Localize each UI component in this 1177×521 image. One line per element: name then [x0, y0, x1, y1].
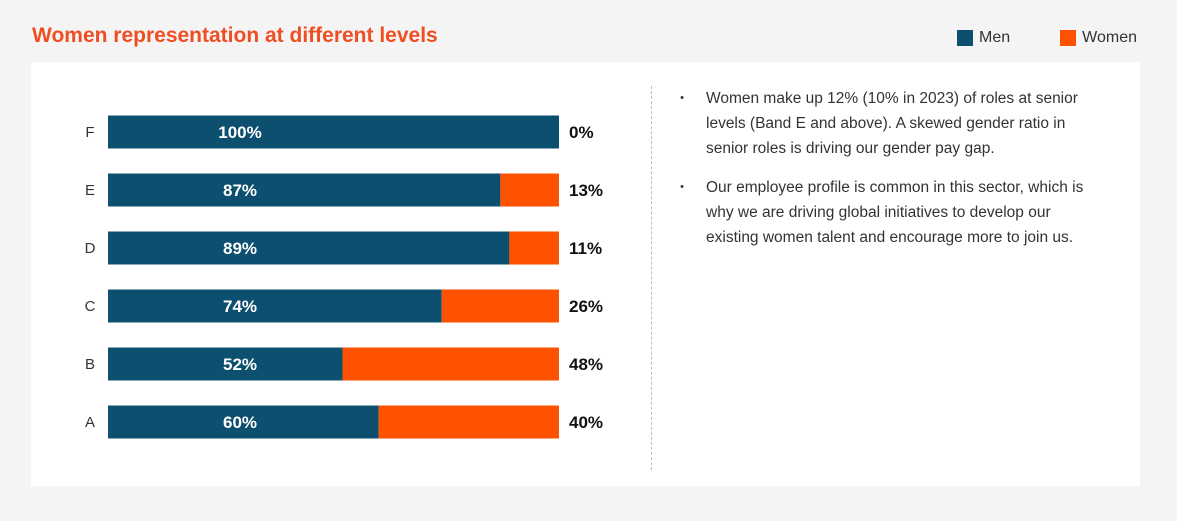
data-label-women: 40%: [569, 413, 603, 432]
category-label: C: [85, 298, 96, 315]
vertical-divider: [651, 86, 652, 470]
category-label: E: [85, 182, 95, 199]
data-label-women: 0%: [569, 123, 594, 142]
bar-women: [342, 347, 559, 381]
bar-men: [108, 231, 510, 265]
data-label-women: 48%: [569, 355, 603, 374]
legend-label-men: Men: [979, 29, 1011, 46]
bar-men: [108, 405, 379, 439]
bar-women: [441, 289, 559, 323]
legend-item-men: Men: [957, 29, 1010, 47]
data-label-women: 26%: [569, 297, 603, 316]
note-item: • Our employee profile is common in this…: [676, 175, 1106, 250]
legend-swatch-women: [1060, 30, 1077, 46]
category-label: F: [85, 124, 94, 141]
legend-label-women: Women: [1082, 29, 1137, 46]
bullet-icon: •: [680, 181, 684, 193]
bar-women: [378, 405, 559, 439]
bullet-icon: •: [680, 92, 684, 104]
data-label-men: 87%: [223, 181, 257, 200]
bar-men: [108, 115, 559, 149]
category-label: D: [85, 240, 96, 257]
note-text: Women make up 12% (10% in 2023) of roles…: [706, 90, 1078, 157]
data-label-men: 74%: [223, 297, 257, 316]
content-card: F 100% 0% E 87% 13% D 89% 11% C 74% 26% B 52% 48% A 60% 4…: [31, 62, 1140, 486]
data-label-men: 60%: [223, 413, 257, 432]
note-item: • Women make up 12% (10% in 2023) of rol…: [676, 86, 1106, 161]
bar-men: [108, 347, 343, 381]
legend-swatch-men: [957, 30, 974, 46]
note-text: Our employee profile is common in this s…: [706, 179, 1084, 246]
notes-list: • Women make up 12% (10% in 2023) of rol…: [676, 86, 1106, 264]
legend-item-women: Women: [1060, 29, 1137, 47]
data-label-women: 11%: [569, 239, 602, 258]
bar-men: [108, 173, 501, 207]
stacked-bar-chart: F 100% 0% E 87% 13% D 89% 11% C 74% 26% B 52% 48% A 60% 4…: [85, 115, 603, 439]
chart-legend: Men Women: [957, 29, 1137, 47]
data-label-men: 89%: [223, 239, 257, 258]
data-label-women: 13%: [569, 181, 603, 200]
category-label: A: [85, 414, 95, 431]
chart-title: Women representation at different levels: [32, 24, 438, 47]
bar-women: [500, 173, 559, 207]
data-label-men: 52%: [223, 355, 257, 374]
bar-men: [108, 289, 442, 323]
data-label-men: 100%: [218, 123, 261, 142]
bar-women: [509, 231, 559, 265]
category-label: B: [85, 356, 95, 373]
